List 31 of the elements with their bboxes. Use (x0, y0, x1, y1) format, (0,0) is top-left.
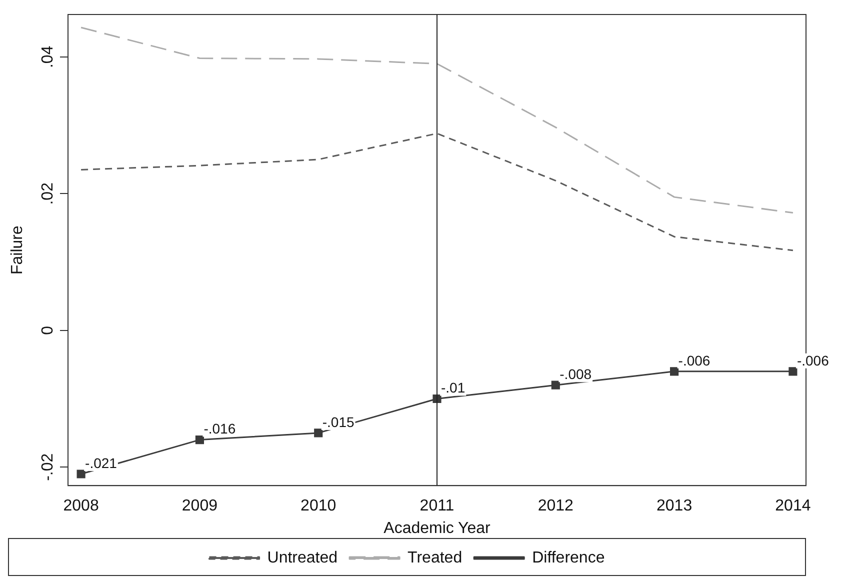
x-tick-label: 2014 (775, 498, 811, 515)
line-series (80, 26, 794, 214)
point (76, 470, 86, 478)
legend-label: Difference (532, 549, 605, 566)
data-label: -.006 (678, 352, 710, 368)
y-tick-label: 0 (39, 326, 56, 335)
data-label: -.015 (322, 414, 354, 430)
y-axis-title: Failure (9, 225, 26, 275)
point (670, 367, 679, 376)
x-axis-title: Academic Year (384, 520, 492, 537)
legend-label: Untreated (267, 549, 338, 566)
x-tick-label: 2012 (538, 498, 574, 515)
point (314, 428, 323, 438)
point (551, 380, 560, 390)
point (195, 436, 204, 444)
y-tick-label: .04 (39, 46, 56, 68)
legend-label: Treated (408, 549, 462, 566)
point (788, 367, 798, 376)
x-tick-label: 2009 (182, 498, 218, 515)
x-tick-label: 2013 (656, 498, 692, 515)
data-label: -.01 (441, 380, 466, 396)
data-label: -.006 (796, 352, 830, 368)
y-tick-label: .02 (39, 182, 56, 205)
y-tick-label: -.02 (39, 453, 56, 481)
data-label: -.021 (85, 454, 118, 471)
line-series (80, 132, 794, 252)
data-label: -.008 (560, 366, 592, 382)
data-label: -.016 (204, 420, 236, 437)
x-tick-label: 2010 (300, 498, 336, 515)
x-tick-label: 2008 (63, 498, 99, 515)
x-tick-label: 2011 (420, 498, 454, 515)
